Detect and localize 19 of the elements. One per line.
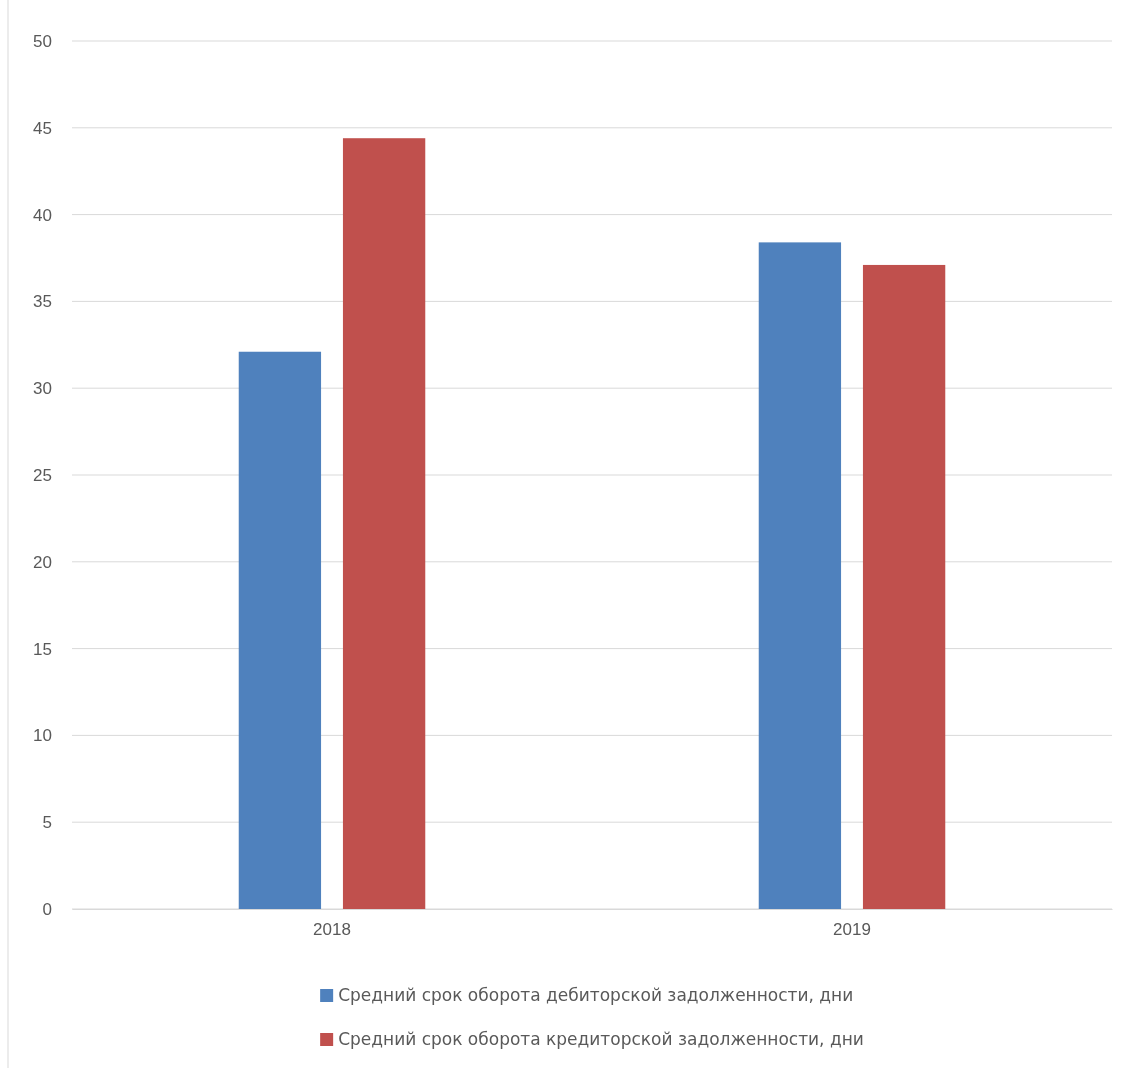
y-tick-label: 0 xyxy=(42,899,52,919)
y-tick-label: 45 xyxy=(33,118,52,138)
bar xyxy=(238,351,322,909)
y-tick-label: 10 xyxy=(33,726,52,746)
y-tick-label: 5 xyxy=(42,813,52,833)
bar xyxy=(758,242,842,909)
bar xyxy=(862,264,946,909)
y-tick-label: 25 xyxy=(33,465,52,485)
legend-label: Средний срок оборота кредиторской задолженности, дни xyxy=(338,1029,864,1049)
y-tick-label: 15 xyxy=(33,639,52,659)
y-tick-label: 35 xyxy=(33,292,52,312)
y-tick-label: 50 xyxy=(33,31,52,51)
legend-label: Средний срок оборота дебиторской задолженности, дни xyxy=(338,985,854,1005)
bar xyxy=(342,138,426,909)
x-tick-label: 2018 xyxy=(313,920,351,940)
y-tick-label: 40 xyxy=(33,205,52,225)
y-tick-label: 30 xyxy=(33,379,52,399)
y-tick-label: 20 xyxy=(33,552,52,572)
x-tick-label: 2019 xyxy=(833,920,871,940)
